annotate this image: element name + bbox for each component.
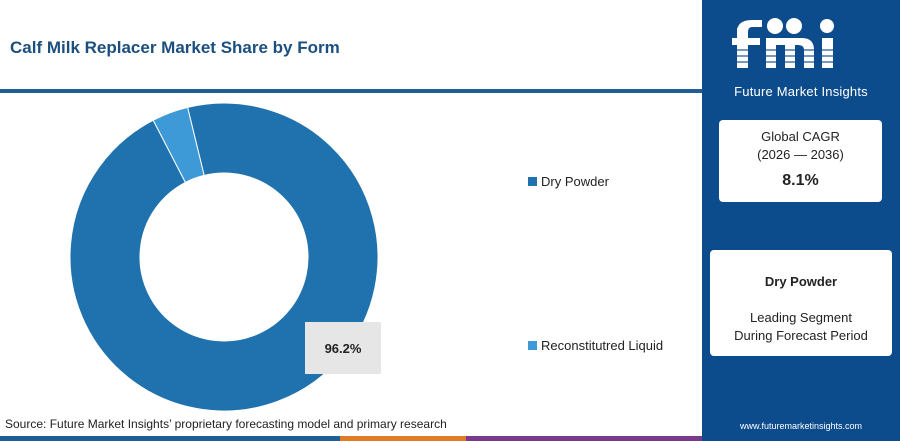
cagr-label: Global CAGR bbox=[761, 129, 840, 144]
legend-swatch bbox=[528, 177, 537, 186]
title-divider bbox=[0, 89, 702, 93]
legend-label: Dry Powder bbox=[541, 174, 609, 189]
data-label: 96.2% bbox=[305, 322, 381, 374]
donut-chart: 96.2% bbox=[69, 102, 381, 412]
legend-item-reconstituted-liquid: Reconstitutred Liquid bbox=[528, 338, 663, 353]
brand-name: Future Market Insights bbox=[734, 84, 868, 99]
segment-description-line: Leading Segment bbox=[750, 310, 852, 325]
cagr-period: (2026 — 2036) bbox=[757, 147, 844, 162]
data-label-text: 96.2% bbox=[325, 341, 362, 356]
donut-slice-reconstitutred-liquid bbox=[152, 106, 205, 184]
legend-item-dry-powder: Dry Powder bbox=[528, 174, 609, 189]
donut-slice-dry-powder bbox=[69, 102, 379, 412]
legend-label: Reconstitutred Liquid bbox=[541, 338, 664, 353]
sidebar: Future Market Insights bbox=[702, 0, 900, 441]
segment-description-line: During Forecast Period bbox=[734, 328, 868, 343]
chart-panel: Calf Milk Replacer Market Share by Form … bbox=[0, 0, 702, 441]
leading-segment-card: Dry Powder Leading Segment During Foreca… bbox=[710, 250, 892, 356]
legend-swatch bbox=[528, 341, 537, 350]
page-title: Calf Milk Replacer Market Share by Form bbox=[10, 38, 340, 57]
segment-name: Dry Powder bbox=[764, 274, 838, 289]
cagr-card: Global CAGR (2026 — 2036) 8.1% bbox=[719, 120, 882, 202]
bottom-accent-bar bbox=[0, 436, 702, 441]
cagr-value: 8.1% bbox=[782, 172, 819, 189]
website-url: www.futuremarketinsights.com bbox=[739, 421, 863, 431]
source-note: Source: Future Market Insights’ propriet… bbox=[5, 417, 447, 431]
fmi-logo bbox=[732, 18, 842, 68]
segment-description: Leading Segment During Forecast Period bbox=[710, 309, 892, 345]
data-label-box bbox=[305, 322, 381, 374]
title-bar: Calf Milk Replacer Market Share by Form bbox=[0, 0, 702, 90]
